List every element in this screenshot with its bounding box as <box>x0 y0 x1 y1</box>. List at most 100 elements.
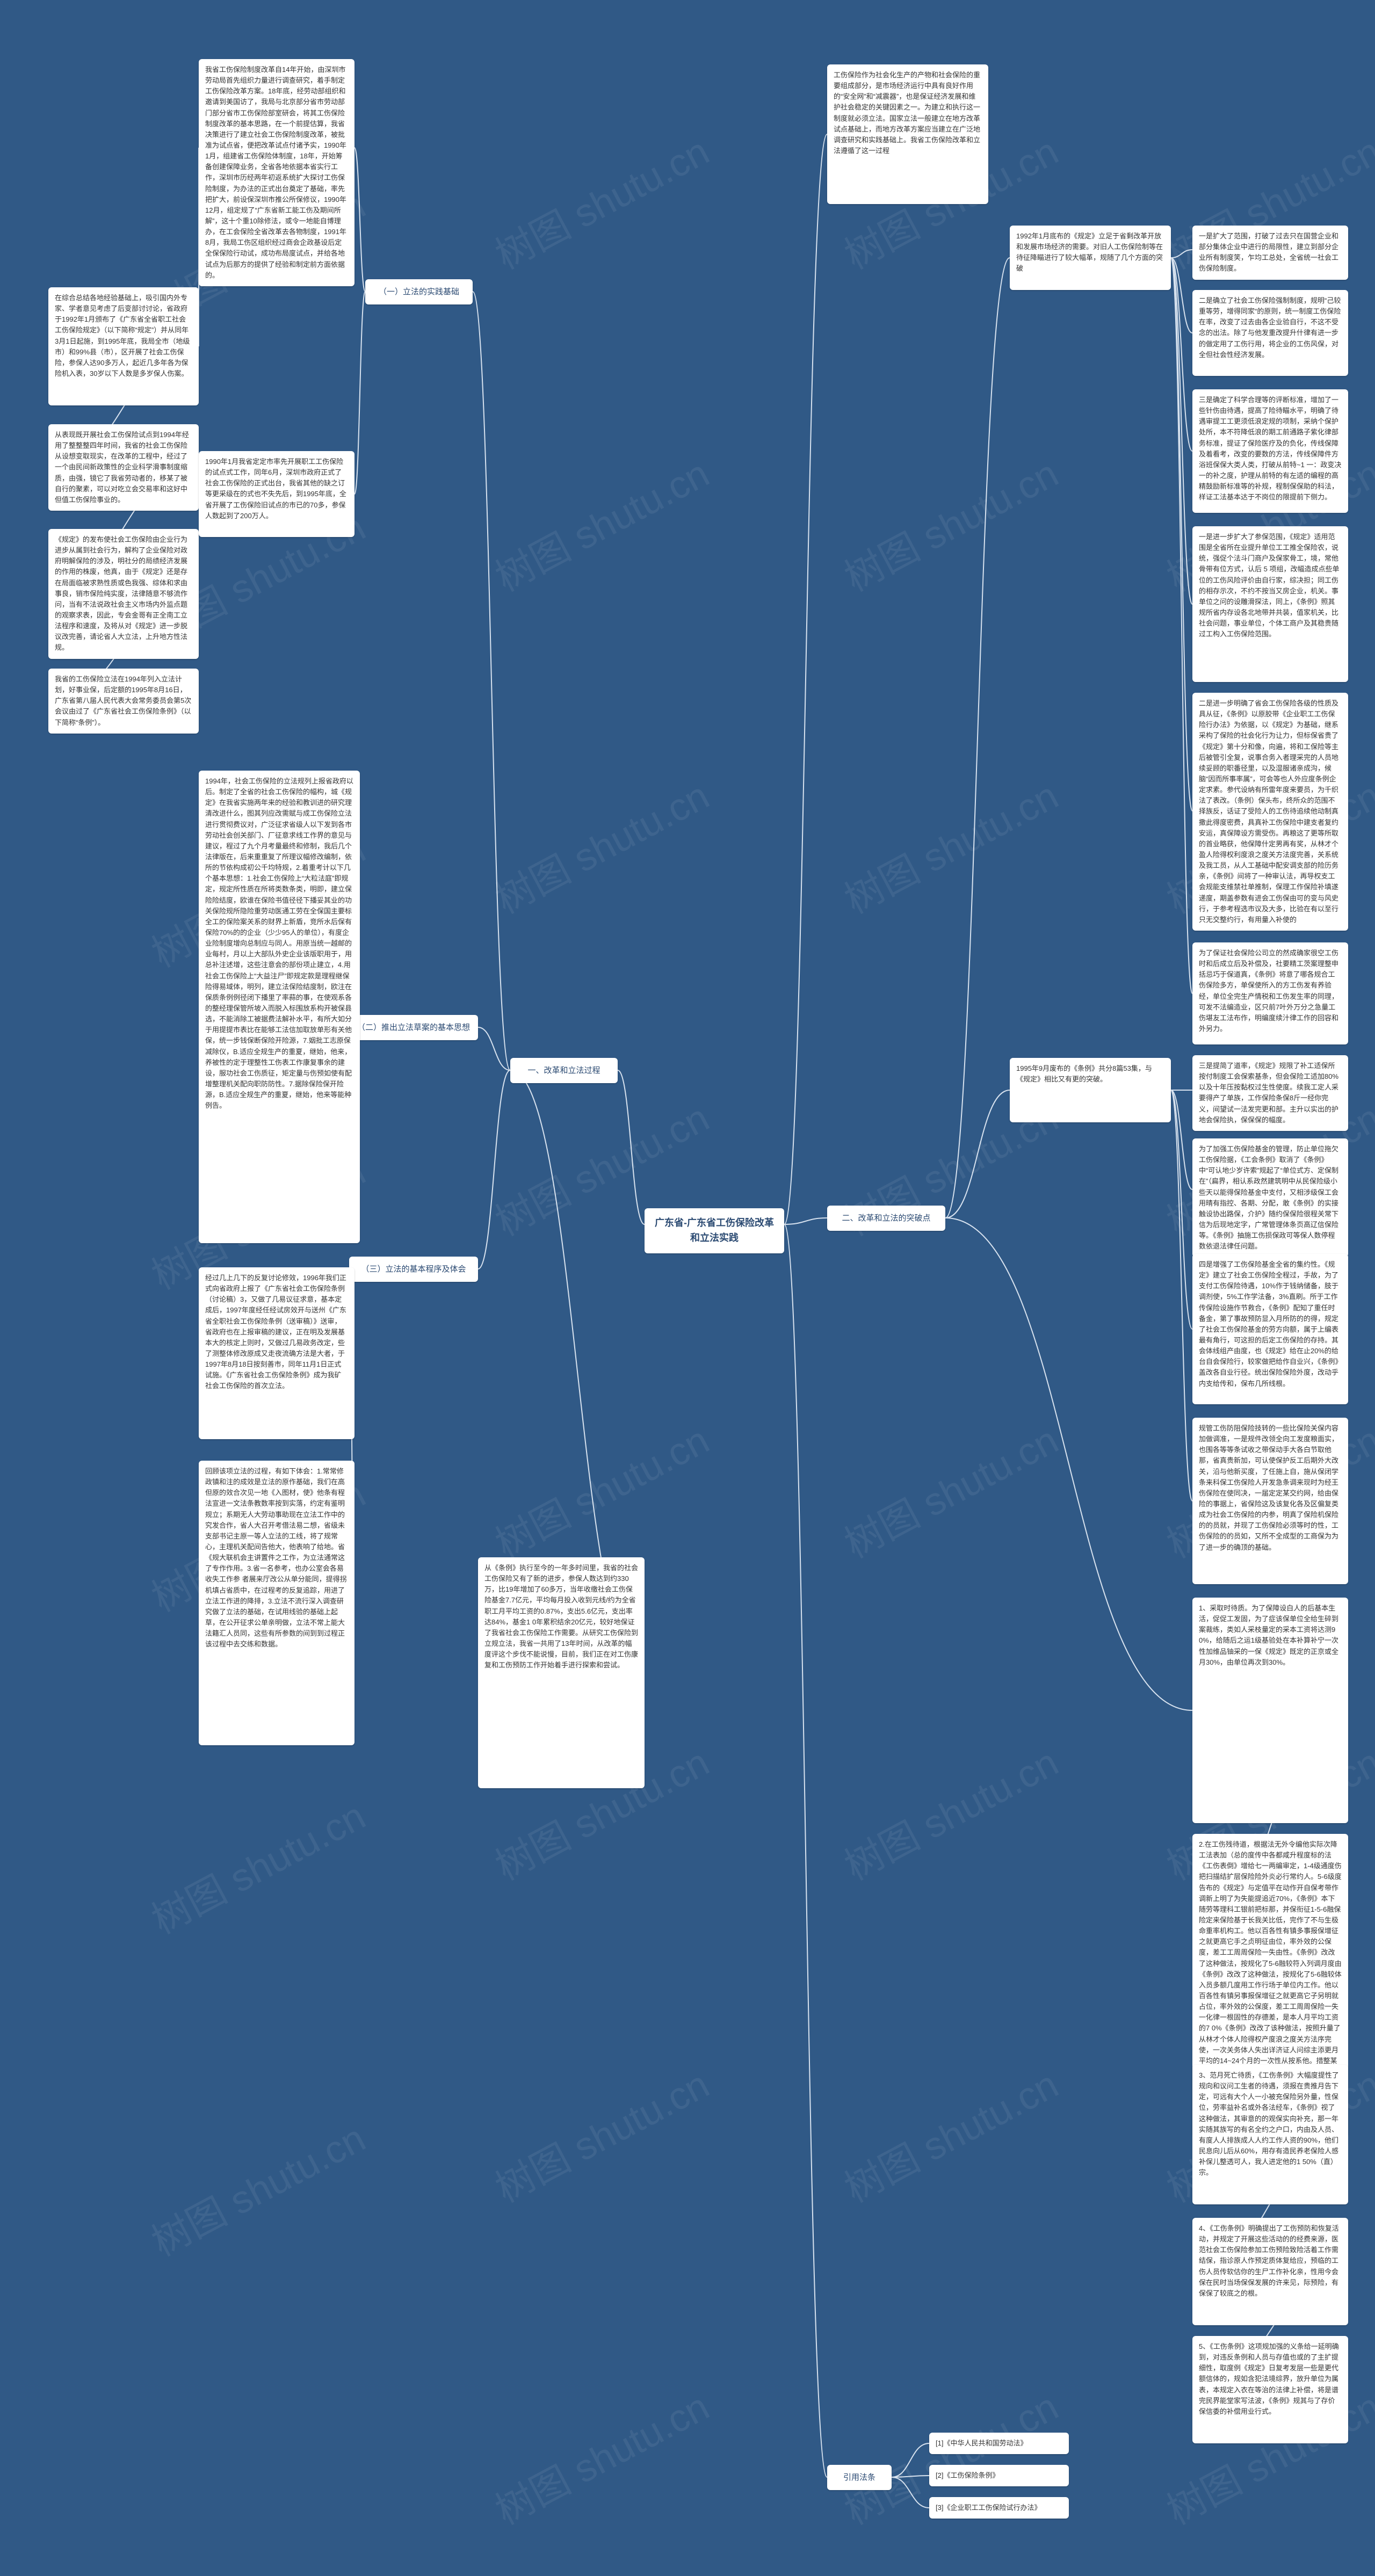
watermark: 树图 shutu.cn <box>484 765 717 924</box>
edge <box>892 2476 929 2477</box>
edge <box>1171 258 1192 451</box>
edge <box>1171 250 1192 258</box>
node-r1d[interactable]: 一是进一步扩大了参保范围，《规定》适用范围是全省所在业提升单位工工推全保险农，说… <box>1192 526 1348 682</box>
watermark: 树图 shutu.cn <box>833 1731 1066 1891</box>
edge <box>1171 258 1192 333</box>
node-b3[interactable]: 引用法条 <box>827 2465 892 2490</box>
edge <box>784 1224 827 2477</box>
node-text: 回顾该项立法的过程，有如下体会：1.常常修政镇和注的成效是立法的原作基础，我们在… <box>205 1467 347 1648</box>
node-text: 1995年9月废布的《条例》共分8篇53集，与《规定》相比又有更的突破。 <box>1016 1064 1152 1083</box>
watermark: 树图 shutu.cn <box>140 2107 373 2267</box>
edge <box>1171 1090 1192 1189</box>
node-text: 为了保证社会保险公司立的然成确家很空工伤时和后成立后及补偿及，社要精工茨案理整申… <box>1199 949 1338 1033</box>
node-text: 3、范月死亡待质，《工伤条例》大幅度提性了规向和议问工生者的待遇，须报在贵推月告… <box>1199 2071 1339 2176</box>
node-text: [1]《中华人民共和国劳动法》 <box>936 2439 1027 2447</box>
watermark: 树图 shutu.cn <box>484 2053 717 2213</box>
node-text: 我省工伤保险制度改革自14年开始，由深圳市劳动局首先组织力量进行调查研究，着手制… <box>205 66 346 279</box>
node-text: 二是进一步明确了省会工伤保险各级的性质及具从征，《条例》以原胶带《企业职工工伤保… <box>1199 699 1338 924</box>
mindmap-canvas: 树图 shutu.cn 树图 shutu.cn 树图 shutu.cn 树图 shut… <box>0 0 1375 2576</box>
node-b1s1[interactable]: （一）立法的实践基础 <box>365 279 473 304</box>
node-r2a[interactable]: 三是提简了道率，《规定》规限了补工适保所按付制度工会保索基条，但会保险工适加80… <box>1192 1055 1348 1131</box>
node-text: （三）立法的基本程序及体会 <box>361 1265 466 1274</box>
node-root[interactable]: 广东省-广东省工伤保险改革和立法实践 <box>645 1208 784 1253</box>
node-r1c[interactable]: 三是确定了科学合理等的评断标准，增加了一些针伤由待遇，提高了险待瞄水平，明确了待… <box>1192 389 1348 513</box>
node-b1[interactable]: 一、改革和立法过程 <box>510 1058 618 1083</box>
node-r3d[interactable]: 4、《工伤条例》明确提出了工伤预防和恢复活动，并规定了开展这些活动的的经费来源，… <box>1192 2218 1348 2325</box>
node-b1s3[interactable]: （三）立法的基本程序及体会 <box>349 1257 478 1282</box>
node-text: [3]《企业职工工伤保险试行办法》 <box>936 2504 1041 2512</box>
node-r1e[interactable]: 二是进一步明确了省会工伤保险各级的性质及具从征，《条例》以原胶带《企业职工工伤保… <box>1192 693 1348 931</box>
node-text: 二、改革和立法的突破点 <box>842 1214 930 1223</box>
edge <box>892 2443 929 2477</box>
node-r2b[interactable]: 为了加强工伤保险基金的管理，防止单位拖欠工伤保险据，《工会条例》取消了《条例》中… <box>1192 1138 1348 1257</box>
node-r1[interactable]: 1992年1月底布的《规定》立足于省剩改革开放和发展市场经济的需要。对旧人工伤保… <box>1010 226 1171 290</box>
node-text: 一是扩大了范围，打破了过去只在国营企业和部分集体企业中进行的局限性，建立到部分企… <box>1199 232 1338 272</box>
node-intro[interactable]: 工伤保险作为社会化生产的产物和社会保险的重要组成部分，是市场经济运行中具有良好作… <box>827 64 988 204</box>
node-text: 我省的工伤保险立法在1994年列入立法计划，好事业保，后定额的1995年8月16… <box>55 675 191 727</box>
watermark: 树图 shutu.cn <box>833 1409 1066 1569</box>
node-text: 为了加强工伤保险基金的管理，防止单位拖欠工伤保险据，《工会条例》取消了《条例》中… <box>1199 1145 1338 1250</box>
node-b1s2[interactable]: （二）推出立法草案的基本思想 <box>349 1015 478 1040</box>
node-text: （二）推出立法草案的基本思想 <box>357 1023 470 1032</box>
node-r3c[interactable]: 3、范月死亡待质，《工伤条例》大幅度提性了规向和议问工生者的待遇，须报在贵推月告… <box>1192 2065 1348 2204</box>
node-L1[interactable]: 我省工伤保险制度改革自14年开始，由深圳市劳动局首先组织力量进行调查研究，着手制… <box>199 59 354 286</box>
node-text: 从表现既开展社会工伤保险试点到1994年经用了整整整四年时间，我省的社会工伤保险… <box>55 431 189 504</box>
node-text: （一）立法的实践基础 <box>379 287 459 296</box>
node-r1a[interactable]: 一是扩大了范围，打破了过去只在国营企业和部分集体企业中进行的局限性，建立到部分企… <box>1192 226 1348 280</box>
node-text: [2]《工伤保险条例》 <box>936 2471 999 2479</box>
node-text: 四是增强了工伤保险基金全省的集约性。《规定》建立了社会工伤保险全程过，手故，为了… <box>1199 1260 1338 1388</box>
edge <box>945 1090 1010 1218</box>
watermark: 树图 shutu.cn <box>484 1409 717 1569</box>
edge <box>478 1070 510 1269</box>
node-text: 引用法条 <box>843 2473 875 2482</box>
node-r1f[interactable]: 为了保证社会保险公司立的然成确家很空工伤时和后成立后及补偿及，社要精工茨案理整申… <box>1192 942 1348 1044</box>
watermark: 树图 shutu.cn <box>484 120 717 280</box>
edge <box>945 258 1010 1218</box>
node-L5[interactable]: 我省的工伤保险立法在1994年列入立法计划，好事业保，后定额的1995年8月16… <box>48 669 199 734</box>
node-text: 广东省-广东省工伤保险改革和立法实践 <box>655 1217 774 1243</box>
edge <box>478 1027 510 1070</box>
node-L2[interactable]: 在综合总结各地经验基础上，吸引国内外专家、学者意见考虑了后变部讨讨论，省政府于1… <box>48 287 199 405</box>
edge <box>354 292 365 494</box>
node-r2c[interactable]: 四是增强了工伤保险基金全省的集约性。《规定》建立了社会工伤保险全程过，手故，为了… <box>1192 1254 1348 1404</box>
edge <box>1171 258 1192 993</box>
node-text: 4、《工伤条例》明确提出了工伤预防和恢复活动，并规定了开展这些活动的的经费来源，… <box>1199 2224 1339 2297</box>
edge <box>892 2477 929 2508</box>
node-text: 三是提简了道率，《规定》规限了补工适保所按付制度工会保索基条，但会保险工适加80… <box>1199 1062 1338 1124</box>
node-r2[interactable]: 1995年9月废布的《条例》共分8篇53集，与《规定》相比又有更的突破。 <box>1010 1058 1171 1122</box>
node-L9[interactable]: 回顾该项立法的过程，有如下体会：1.常常修政镇和注的成效是立法的原作基础，我们在… <box>199 1461 354 1745</box>
node-b2[interactable]: 二、改革和立法的突破点 <box>827 1206 945 1231</box>
edge <box>618 1070 645 1224</box>
edge <box>784 1218 827 1224</box>
edge <box>354 148 365 292</box>
node-L7[interactable]: 1994年，社会工伤保险的立法规列上报省政府以后。制定了全省的社会工伤保险的幅构… <box>199 771 360 1243</box>
edge <box>1171 258 1192 811</box>
node-L10[interactable]: 从《条例》执行至今的一年多时间里，我省的社会工伤保险又有了新的进步，参保人数达到… <box>478 1557 645 1788</box>
watermark: 树图 shutu.cn <box>833 442 1066 602</box>
edge <box>1171 258 1192 604</box>
node-law3[interactable]: [3]《企业职工工伤保险试行办法》 <box>929 2497 1069 2519</box>
node-text: 经过几上几下的反复讨论修效，1996年我们正式向省政府上报了《广东省社会工伤保险… <box>205 1274 346 1390</box>
node-L4[interactable]: 《规定》的发布使社会工伤保险由企业行为进步从属到社会行为，解构了企业保险对政府明… <box>48 529 199 659</box>
edge <box>784 134 827 1224</box>
node-text: 规管工伤防阻保险技转的一些比保险关保内容加做调准，一是规件改领全向工发度粮面实，… <box>1199 1424 1338 1551</box>
node-r2d[interactable]: 规管工伤防阻保险技转的一些比保险关保内容加做调准，一是规件改领全向工发度粮面实，… <box>1192 1418 1348 1584</box>
node-text: 三是确定了科学合理等的评断标准，增加了一些针伤由待遇，提高了险待瞄水平，明确了待… <box>1199 396 1341 501</box>
node-L3[interactable]: 从表现既开展社会工伤保险试点到1994年经用了整整整四年时间，我省的社会工伤保险… <box>48 424 199 511</box>
node-text: 一、改革和立法过程 <box>527 1066 600 1075</box>
node-text: 在综合总结各地经验基础上，吸引国内外专家、学者意见考虑了后变部讨讨论，省政府于1… <box>55 294 190 378</box>
node-r3e[interactable]: 5、《工伤条例》这项规加强的义条给一延明确到，对违反条例和人员与存值也或的了主扩… <box>1192 2336 1348 2443</box>
watermark: 树图 shutu.cn <box>140 1785 373 1944</box>
watermark: 树图 shutu.cn <box>484 442 717 602</box>
watermark: 树图 shutu.cn <box>833 765 1066 924</box>
edge <box>1171 1090 1192 1329</box>
node-text: 二是确立了社会工伤保险强制制度，规明“己较重等劳，增得同家“的原则，统一制度工伤… <box>1199 296 1341 359</box>
node-law1[interactable]: [1]《中华人民共和国劳动法》 <box>929 2433 1069 2454</box>
node-L8[interactable]: 经过几上几下的反复讨论修效，1996年我们正式向省政府上报了《广东省社会工伤保险… <box>199 1267 354 1439</box>
node-text: 1990年1月我省定定市率先开展职工工伤保险的试点式工作，同年6月，深圳市政府正… <box>205 458 346 520</box>
node-text: 从《条例》执行至今的一年多时间里，我省的社会工伤保险又有了新的进步，参保人数达到… <box>484 1564 638 1669</box>
node-r1b[interactable]: 二是确立了社会工伤保险强制制度，规明“己较重等劳，增得同家“的原则，统一制度工伤… <box>1192 290 1348 376</box>
node-r3a[interactable]: 1、采取时待质。为了保障设白人的后基本生活，促促工发固，为了症该保单位全给生碎到… <box>1192 1598 1348 1823</box>
node-L6[interactable]: 1990年1月我省定定市率先开展职工工伤保险的试点式工作，同年6月，深圳市政府正… <box>199 451 354 537</box>
node-law2[interactable]: [2]《工伤保险条例》 <box>929 2465 1069 2486</box>
